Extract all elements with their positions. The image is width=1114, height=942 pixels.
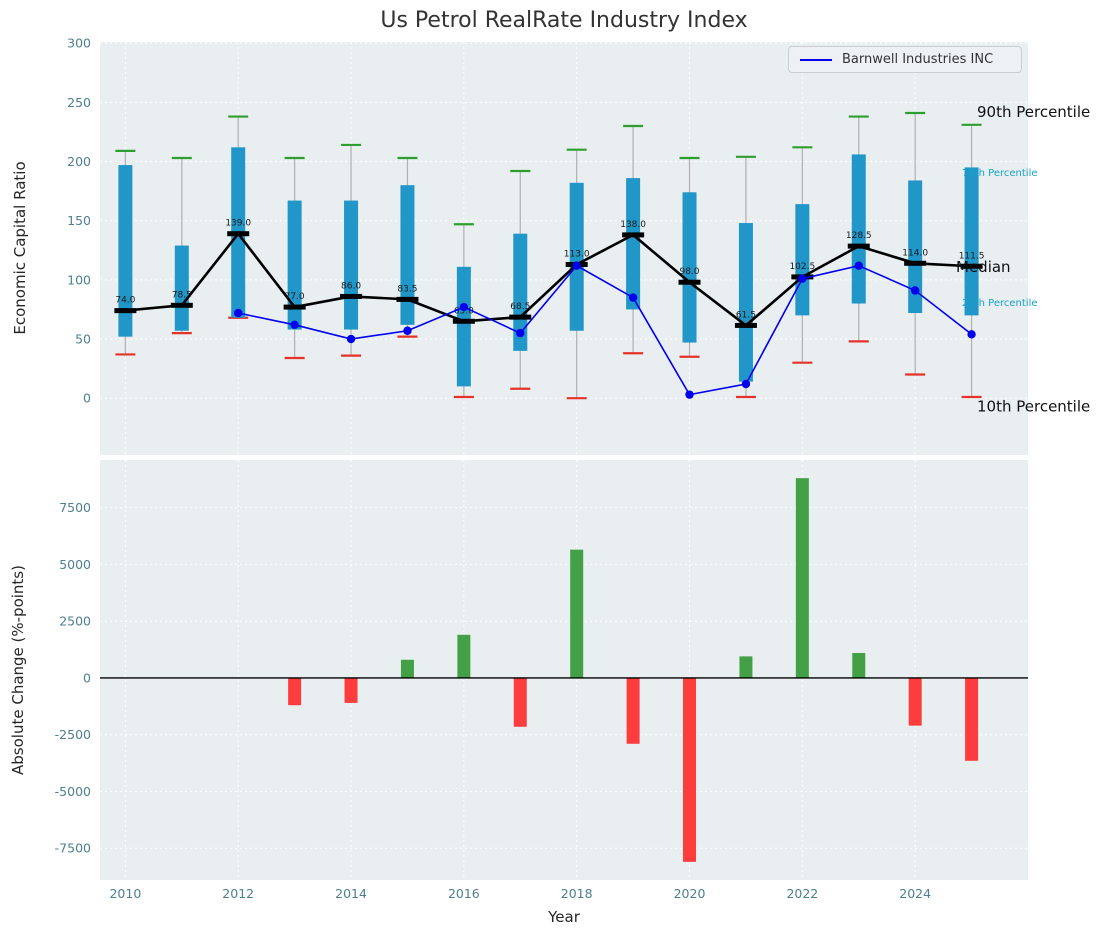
svg-text:102.5: 102.5 <box>789 262 815 272</box>
svg-text:2012: 2012 <box>222 886 254 901</box>
top-y-axis-label: Economic Capital Ratio <box>11 161 29 335</box>
svg-text:100: 100 <box>67 272 91 287</box>
svg-text:50: 50 <box>75 332 91 347</box>
legend-label: Barnwell Industries INC <box>842 52 994 67</box>
svg-text:74.0: 74.0 <box>115 296 135 306</box>
svg-text:2010: 2010 <box>109 886 141 901</box>
svg-text:138.0: 138.0 <box>620 220 646 230</box>
legend-line-icon <box>800 58 832 61</box>
svg-text:-5000: -5000 <box>55 784 91 799</box>
svg-text:114.0: 114.0 <box>902 248 928 258</box>
svg-text:0: 0 <box>83 670 91 685</box>
svg-text:68.5: 68.5 <box>510 302 530 312</box>
svg-text:0: 0 <box>83 391 91 406</box>
svg-text:65.0: 65.0 <box>454 306 474 316</box>
svg-text:90th Percentile: 90th Percentile <box>977 103 1090 121</box>
svg-text:-2500: -2500 <box>55 727 91 742</box>
svg-text:78.5: 78.5 <box>172 290 192 300</box>
svg-text:111.5: 111.5 <box>959 251 985 261</box>
svg-text:Median: Median <box>956 258 1011 276</box>
svg-text:2022: 2022 <box>786 886 818 901</box>
svg-text:25th Percentile: 25th Percentile <box>962 298 1038 309</box>
svg-text:2014: 2014 <box>335 886 367 901</box>
svg-text:10th Percentile: 10th Percentile <box>977 397 1090 415</box>
top-plot: 0 50 100 150 200 250 300 74.0 78.5 139.0 77.0 86.0 8… <box>67 36 1090 455</box>
svg-text:2500: 2500 <box>59 614 91 629</box>
svg-text:200: 200 <box>67 154 91 169</box>
svg-text:150: 150 <box>67 213 91 228</box>
svg-text:2016: 2016 <box>448 886 480 901</box>
x-axis-label: Year <box>548 908 580 926</box>
svg-text:75th Percentile: 75th Percentile <box>962 168 1038 179</box>
svg-text:139.0: 139.0 <box>225 219 251 229</box>
svg-text:300: 300 <box>67 36 91 51</box>
svg-text:250: 250 <box>67 95 91 110</box>
svg-text:113.0: 113.0 <box>564 249 590 259</box>
chart-title: Us Petrol RealRate Industry Index <box>380 8 748 33</box>
svg-text:2024: 2024 <box>899 886 931 901</box>
svg-text:61.5: 61.5 <box>736 310 756 320</box>
svg-text:2018: 2018 <box>561 886 593 901</box>
legend: Barnwell Industries INC <box>788 46 1022 73</box>
svg-text:7500: 7500 <box>59 500 91 515</box>
svg-text:98.0: 98.0 <box>679 267 699 277</box>
svg-text:86.0: 86.0 <box>341 281 361 291</box>
svg-text:2020: 2020 <box>674 886 706 901</box>
svg-text:-7500: -7500 <box>55 841 91 856</box>
bottom-plot: 7500 5000 2500 0 -2500 -5000 -7500 2010 2012 2014… <box>55 460 1028 901</box>
bottom-y-axis-label: Absolute Change (%-points) <box>9 565 27 775</box>
svg-text:5000: 5000 <box>59 557 91 572</box>
svg-text:83.5: 83.5 <box>397 284 417 294</box>
svg-text:77.0: 77.0 <box>285 292 305 302</box>
svg-text:128.5: 128.5 <box>846 231 872 241</box>
